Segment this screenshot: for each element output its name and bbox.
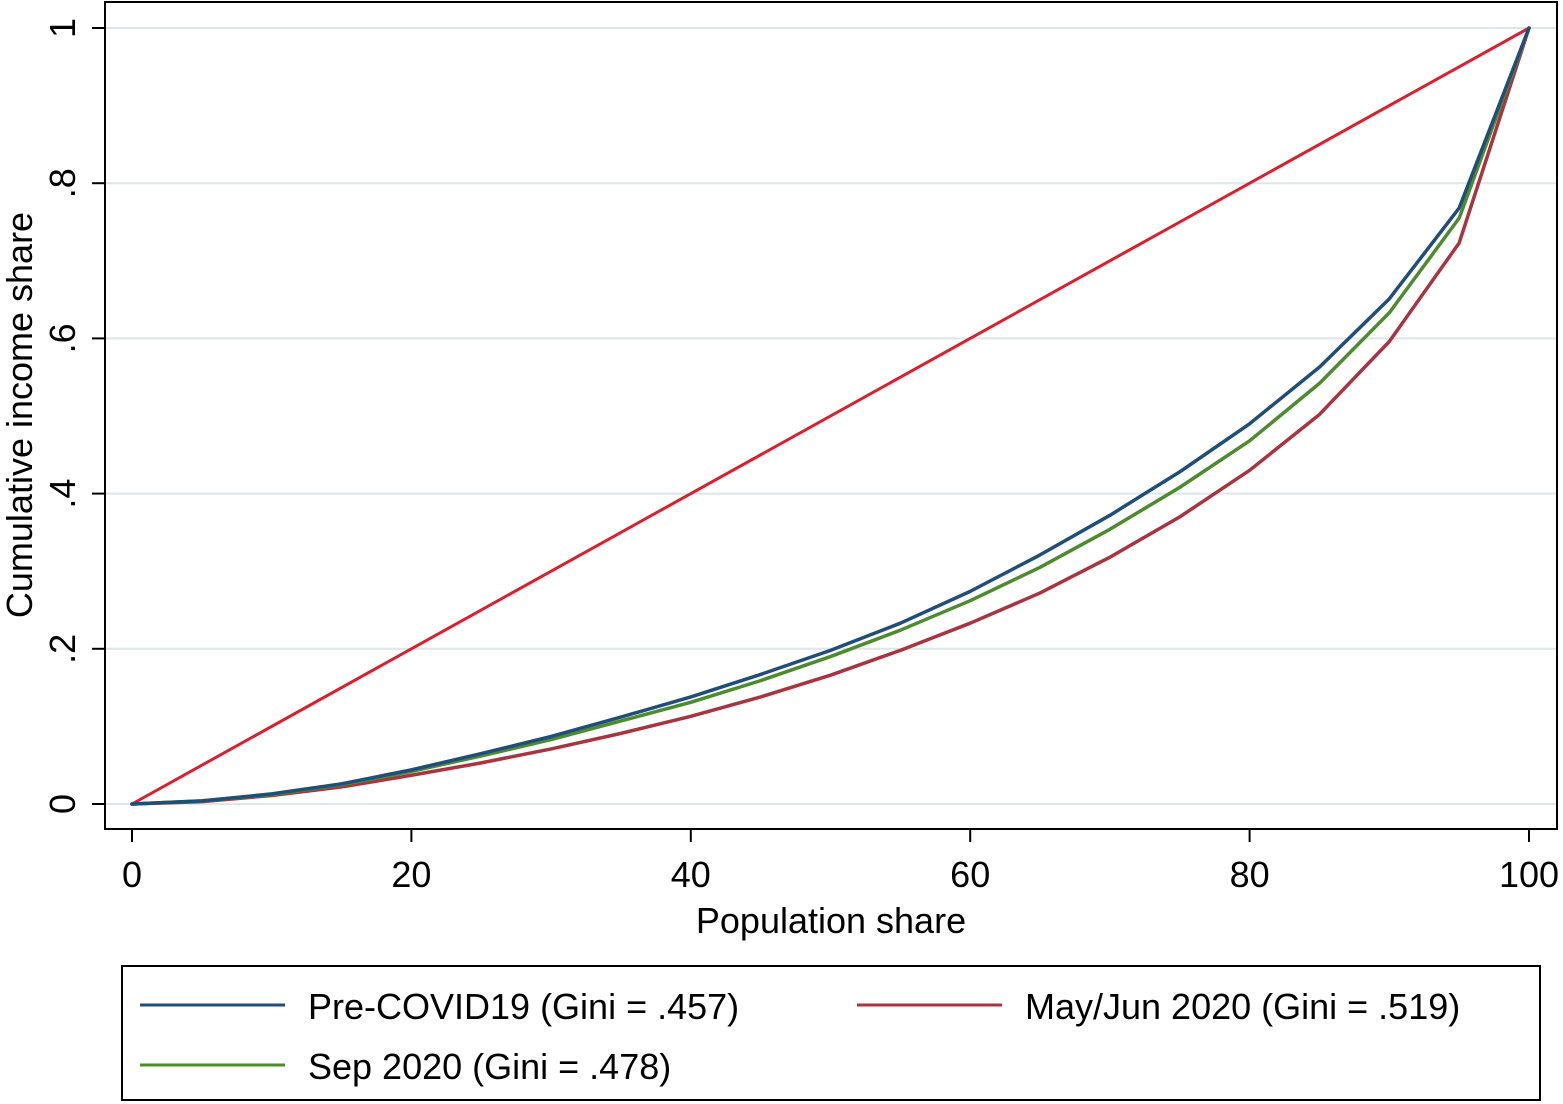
- y-tick-label-3: .6: [42, 323, 83, 353]
- y-tick-label-5: 1: [42, 18, 83, 38]
- axis-layer: 0 .2 .4 .6 .8 1 0 20 40 60 80 100: [42, 18, 1559, 895]
- y-axis-title: Cumulative income share: [0, 212, 40, 618]
- legend-label-sep-2020: Sep 2020 (Gini = .478): [308, 1046, 671, 1087]
- legend-box: [121, 965, 1541, 1101]
- x-tick-label-0: 0: [122, 854, 142, 895]
- x-tick-label-4: 80: [1230, 854, 1270, 895]
- x-tick-label-5: 100: [1499, 854, 1559, 895]
- grid-layer: [106, 27, 1556, 805]
- series-line-pre-covid: [130, 26, 1531, 806]
- x-tick-label-3: 60: [950, 854, 990, 895]
- y-tick-label-1: .2: [42, 634, 83, 664]
- x-tick-label-1: 20: [391, 854, 431, 895]
- x-tick-label-2: 40: [671, 854, 711, 895]
- y-tick-label-4: .8: [42, 168, 83, 198]
- legend-label-may-jun-2020: May/Jun 2020 (Gini = .519): [1025, 986, 1460, 1027]
- series-line-may-jun-2020: [130, 26, 1531, 806]
- plot-frame: [104, 1, 1558, 830]
- legend-label-pre-covid: Pre-COVID19 (Gini = .457): [308, 986, 739, 1027]
- series-layer: [130, 26, 1531, 806]
- y-tick-label-0: 0: [42, 794, 83, 814]
- x-axis-title: Population share: [696, 900, 966, 941]
- y-tick-label-2: .4: [42, 479, 83, 509]
- equality-line: [131, 26, 1530, 806]
- legend: Pre-COVID19 (Gini = .457) May/Jun 2020 (…: [121, 965, 1541, 1101]
